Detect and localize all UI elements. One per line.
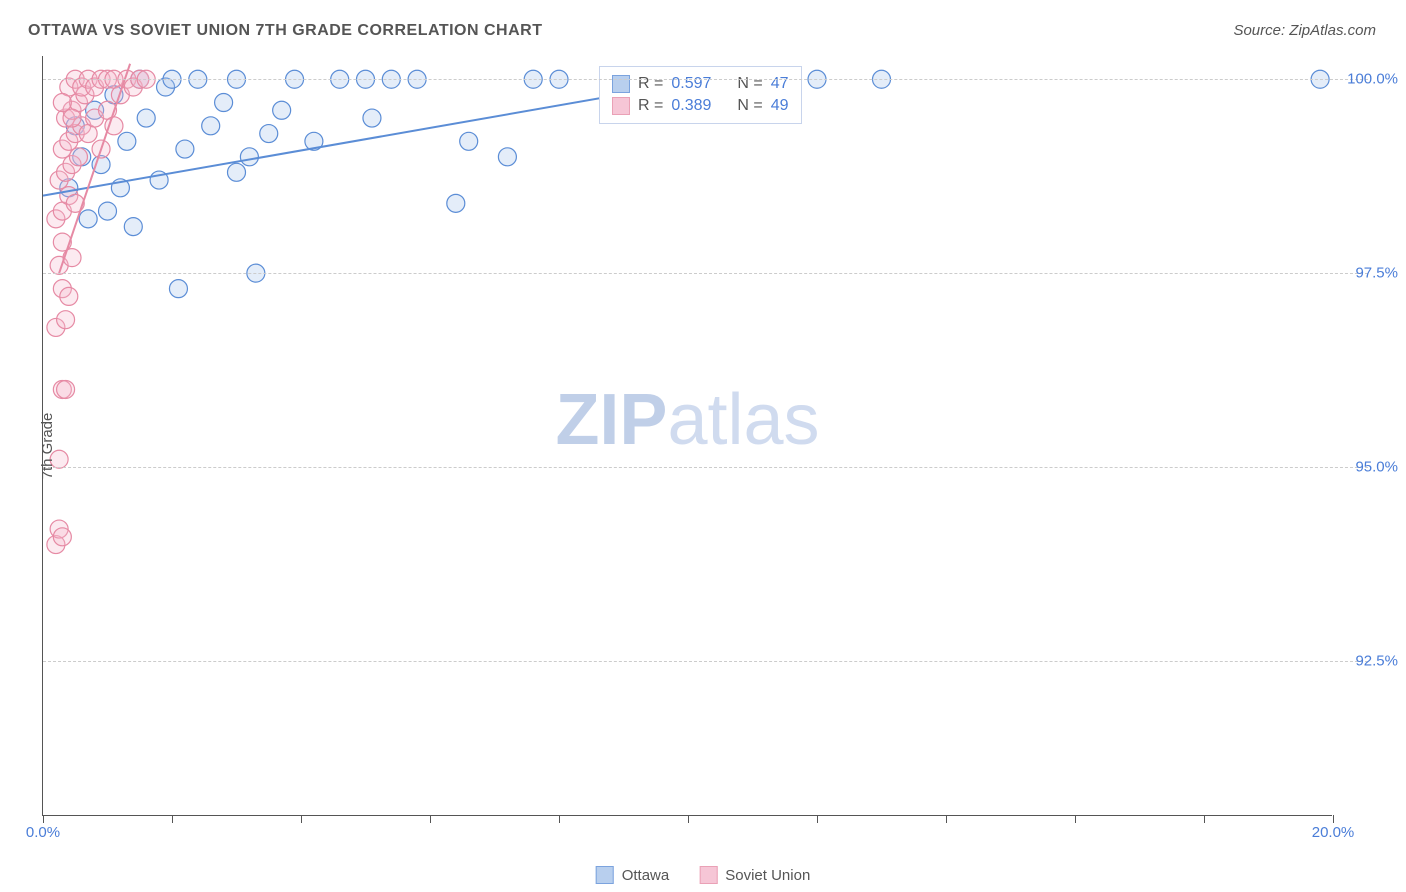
legend-swatch [612,97,630,115]
scatter-point [498,148,516,166]
scatter-point [240,148,258,166]
scatter-point [363,109,381,127]
legend-series-label: Ottawa [622,867,670,884]
y-tick-label: 100.0% [1347,71,1398,88]
x-tick [1075,815,1076,823]
legend-series-item: Ottawa [596,866,670,884]
chart-title: OTTAWA VS SOVIET UNION 7TH GRADE CORRELA… [28,22,543,40]
x-tick [1333,815,1334,823]
x-tick [946,815,947,823]
scatter-point [79,210,97,228]
legend-r-label: R = [638,75,663,93]
scatter-point [118,132,136,150]
legend-r-label: R = [638,97,663,115]
plot-area: ZIPatlas R =0.597N =47R =0.389N =49 92.5… [42,56,1332,816]
legend-r-value: 0.389 [671,97,711,115]
gridline [43,661,1368,662]
legend-r-value: 0.597 [671,75,711,93]
legend-stats-box: R = 0.597 N = 47 R = 0.389 N = 49 [599,66,802,124]
scatter-point [447,194,465,212]
x-tick [559,815,560,823]
legend-stats-row: R = 0.389 N = 49 [612,95,789,117]
legend-swatch [596,866,614,884]
scatter-point [176,140,194,158]
legend-swatch [699,866,717,884]
x-tick [430,815,431,823]
legend-n-label: N = [737,75,762,93]
y-tick-label: 95.0% [1355,459,1398,476]
x-tick [172,815,173,823]
x-tick-label: 20.0% [1312,824,1355,841]
x-tick [1204,815,1205,823]
scatter-point [460,132,478,150]
scatter-point [57,380,75,398]
scatter-point [228,163,246,181]
y-tick-label: 97.5% [1355,265,1398,282]
x-tick [817,815,818,823]
scatter-point [63,109,81,127]
scatter-point [99,202,117,220]
y-axis-label: 7th Grade [39,413,56,480]
x-tick [688,815,689,823]
scatter-point [215,94,233,112]
chart-svg [43,56,1333,816]
gridline [43,273,1368,274]
scatter-point [60,287,78,305]
x-tick [43,815,44,823]
legend-n-label: N = [737,97,762,115]
gridline [43,79,1368,80]
legend-swatch [612,75,630,93]
gridline [43,467,1368,468]
scatter-point [124,218,142,236]
x-tick-label: 0.0% [26,824,60,841]
legend-series-item: Soviet Union [699,866,810,884]
scatter-point [69,148,87,166]
scatter-point [169,280,187,298]
legend-n-value: 47 [771,75,789,93]
scatter-point [260,125,278,143]
chart-container: OTTAWA VS SOVIET UNION 7TH GRADE CORRELA… [0,0,1406,892]
scatter-point [53,94,71,112]
scatter-point [57,311,75,329]
scatter-point [202,117,220,135]
source-label: Source: ZipAtlas.com [1233,22,1376,39]
scatter-point [53,528,71,546]
legend-series: Ottawa Soviet Union [596,866,811,884]
legend-series-label: Soviet Union [725,867,810,884]
legend-n-value: 49 [771,97,789,115]
y-tick-label: 92.5% [1355,652,1398,669]
scatter-point [137,109,155,127]
x-tick [301,815,302,823]
legend-stats-row: R = 0.597 N = 47 [612,73,789,95]
scatter-point [273,101,291,119]
